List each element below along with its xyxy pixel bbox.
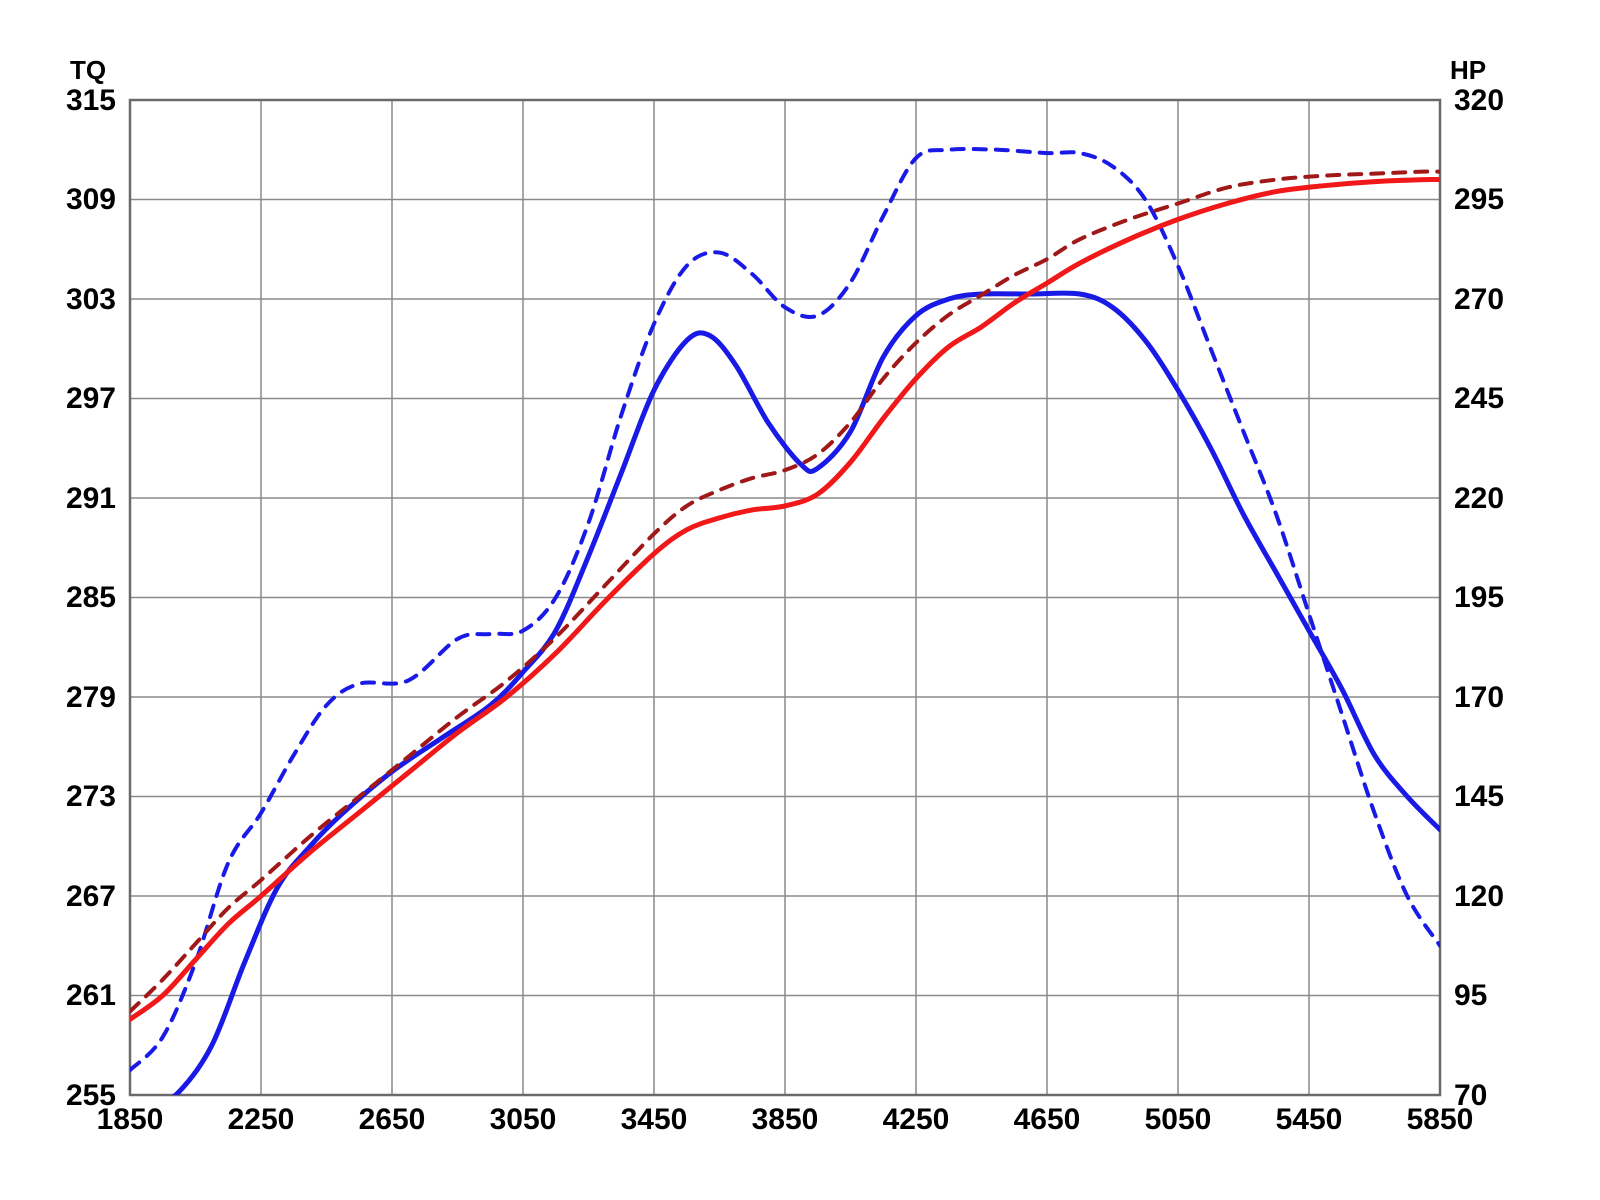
tick-label: 291 bbox=[66, 482, 116, 516]
tick-label: 195 bbox=[1454, 581, 1504, 615]
y-left-title: TQ bbox=[70, 55, 106, 86]
tick-label: 270 bbox=[1454, 283, 1504, 317]
tick-label: 5850 bbox=[1407, 1103, 1474, 1137]
tick-label: 4250 bbox=[883, 1103, 950, 1137]
y-right-title: HP bbox=[1450, 55, 1486, 86]
tick-label: 273 bbox=[66, 780, 116, 814]
tick-label: 2250 bbox=[228, 1103, 295, 1137]
tick-label: 245 bbox=[1454, 382, 1504, 416]
tick-label: 309 bbox=[66, 183, 116, 217]
plot-area bbox=[0, 0, 1600, 1200]
tick-label: 5050 bbox=[1145, 1103, 1212, 1137]
tick-label: 279 bbox=[66, 681, 116, 715]
tick-label: 3050 bbox=[490, 1103, 557, 1137]
tick-label: 145 bbox=[1454, 780, 1504, 814]
tick-label: 95 bbox=[1454, 979, 1487, 1013]
tick-label: 285 bbox=[66, 581, 116, 615]
tick-label: 4650 bbox=[1014, 1103, 1081, 1137]
tick-label: 2650 bbox=[359, 1103, 426, 1137]
tick-label: 295 bbox=[1454, 183, 1504, 217]
tick-label: 120 bbox=[1454, 880, 1504, 914]
tick-label: 320 bbox=[1454, 84, 1504, 118]
tick-label: 3850 bbox=[752, 1103, 819, 1137]
tick-label: 267 bbox=[66, 880, 116, 914]
tick-label: 315 bbox=[66, 84, 116, 118]
tick-label: 5450 bbox=[1276, 1103, 1343, 1137]
tick-label: 220 bbox=[1454, 482, 1504, 516]
tick-label: 1850 bbox=[97, 1103, 164, 1137]
tick-label: 170 bbox=[1454, 681, 1504, 715]
dyno-chart: TQ HP 2552612672732792852912973033093157… bbox=[0, 0, 1600, 1200]
tick-label: 297 bbox=[66, 382, 116, 416]
tick-label: 261 bbox=[66, 979, 116, 1013]
tick-label: 303 bbox=[66, 283, 116, 317]
tick-label: 3450 bbox=[621, 1103, 688, 1137]
